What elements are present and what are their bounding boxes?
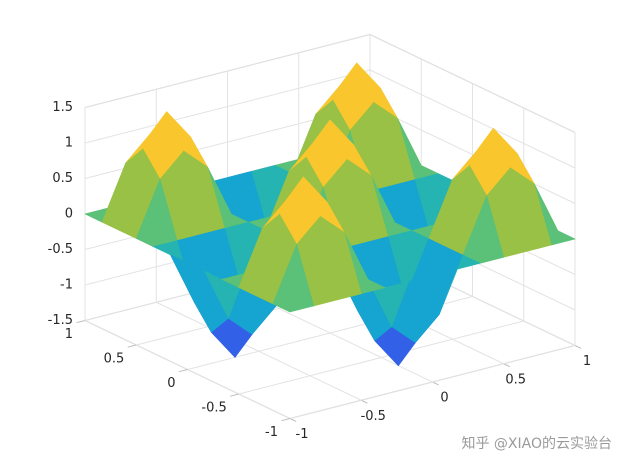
- tick-mark: [289, 418, 297, 422]
- x-tick-label: 0.5: [505, 372, 526, 387]
- z-tick-label: -1: [60, 278, 73, 293]
- tick-mark: [281, 418, 291, 422]
- grid-line: [369, 34, 576, 133]
- tick-mark: [574, 345, 582, 349]
- z-tick-label: 1.5: [52, 100, 73, 115]
- y-tick-label: 0.5: [104, 352, 125, 367]
- tick-mark: [230, 393, 239, 397]
- tick-mark: [76, 320, 86, 324]
- tick-mark: [127, 344, 137, 348]
- y-tick-label: -1: [265, 425, 278, 440]
- grid-line: [84, 34, 371, 108]
- grid-line: [369, 69, 576, 169]
- z-tick-label: 0: [65, 207, 73, 222]
- y-tick-label: 0: [167, 376, 175, 391]
- x-tick-label: 1: [583, 354, 591, 369]
- tick-mark: [361, 399, 368, 404]
- y-tick-label: 1: [65, 327, 73, 342]
- y-tick-label: -0.5: [201, 401, 226, 416]
- grid-line: [369, 105, 576, 204]
- z-tick-label: 0.5: [52, 171, 73, 186]
- surface-face: [272, 243, 315, 313]
- tick-mark: [178, 369, 188, 373]
- watermark: 知乎 @XIAO的云实验台: [461, 435, 612, 452]
- grid-line: [289, 345, 576, 419]
- z-tick-label: -1.5: [48, 313, 73, 328]
- tick-mark: [432, 381, 439, 386]
- z-tick-label: 1: [65, 136, 73, 151]
- x-tick-label: 0: [440, 391, 448, 406]
- grid-line: [238, 320, 524, 395]
- grid-line: [84, 69, 371, 144]
- x-tick-label: -0.5: [361, 409, 386, 424]
- tick-mark: [503, 363, 511, 368]
- z-tick-label: -0.5: [48, 242, 73, 257]
- x-tick-label: -1: [296, 427, 309, 442]
